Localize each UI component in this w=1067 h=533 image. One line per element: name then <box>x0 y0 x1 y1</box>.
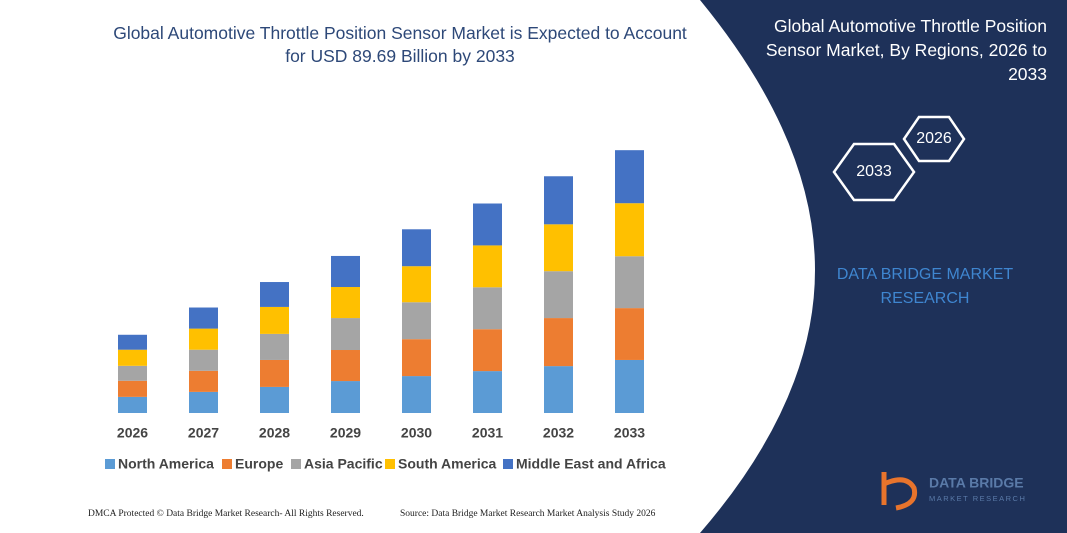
x-tick-label: 2029 <box>330 425 361 441</box>
x-tick-label: 2028 <box>259 425 290 441</box>
bar-segment <box>260 306 289 334</box>
bar-segment <box>544 366 573 413</box>
bar-segment <box>260 386 289 413</box>
bar-segment <box>544 271 573 319</box>
hexagon <box>902 115 966 163</box>
logo-name: DATA BRIDGE <box>929 475 1024 491</box>
bar-segment <box>615 359 644 413</box>
legend-label: Asia Pacific <box>304 456 383 472</box>
legend-label: North America <box>118 456 214 472</box>
bar-segment <box>189 307 218 329</box>
bar-segment <box>189 328 218 350</box>
bar-segment <box>473 329 502 372</box>
legend-label: Europe <box>235 456 283 472</box>
bar-segment <box>118 380 147 397</box>
bar-segment <box>402 339 431 377</box>
bar-segment <box>118 396 147 413</box>
x-tick-label: 2026 <box>117 425 148 441</box>
x-tick-label: 2031 <box>472 425 503 441</box>
hexagon <box>832 142 916 202</box>
footer-left: DMCA Protected © Data Bridge Market Rese… <box>88 509 364 519</box>
bar-segment <box>331 255 360 288</box>
x-tick-label: 2030 <box>401 425 432 441</box>
bar-segment <box>615 203 644 257</box>
bar-segment <box>473 245 502 288</box>
bar-segment <box>544 224 573 272</box>
bar-segment <box>615 256 644 309</box>
footer-right: Source: Data Bridge Market Research Mark… <box>400 509 656 519</box>
bar-segment <box>615 150 644 204</box>
legend-label: South America <box>398 456 496 472</box>
logo-mark <box>881 472 918 511</box>
x-tick-label: 2027 <box>188 425 219 441</box>
x-tick-label: 2032 <box>543 425 574 441</box>
bar-segment <box>402 302 431 340</box>
x-tick-label: 2033 <box>614 425 645 441</box>
bar-segment <box>473 371 502 413</box>
hexagon-label: 2033 <box>856 163 892 180</box>
bar-segment <box>118 365 147 381</box>
legend-swatch <box>222 459 232 469</box>
bar-segment <box>402 266 431 303</box>
bar-segment <box>402 229 431 267</box>
side-panel <box>700 0 1067 533</box>
bar-segment <box>544 176 573 225</box>
legend-label: Middle East and Africa <box>516 456 666 472</box>
legend-swatch <box>291 459 301 469</box>
legend-swatch <box>503 459 513 469</box>
bar-segment <box>402 376 431 413</box>
panel-title: Global Automotive Throttle Position Sens… <box>765 16 1047 84</box>
legend-swatch <box>385 459 395 469</box>
bar-segment <box>189 370 218 392</box>
bar-segment <box>260 359 289 387</box>
bar-segment <box>331 381 360 413</box>
legend-swatch <box>105 459 115 469</box>
bar-segment <box>331 287 360 319</box>
chart-title: Global Automotive Throttle Position Sens… <box>113 23 687 66</box>
bar-segment <box>189 391 218 413</box>
bar-segment <box>331 318 360 351</box>
hexagon-label: 2026 <box>916 130 952 147</box>
logo-tagline: MARKET RESEARCH <box>929 494 1026 503</box>
bar-segment <box>118 349 147 366</box>
bar-segment <box>473 287 502 330</box>
bar-segment <box>118 334 147 350</box>
bar-segment <box>189 349 218 371</box>
bar-segment <box>260 333 289 360</box>
bar-segment <box>615 308 644 360</box>
bar-segment <box>331 350 360 382</box>
bar-segment <box>544 318 573 367</box>
brand: DATA BRIDGE MARKET RESEARCH <box>836 266 1014 307</box>
bar-segment <box>473 203 502 246</box>
bar-segment <box>260 282 289 307</box>
